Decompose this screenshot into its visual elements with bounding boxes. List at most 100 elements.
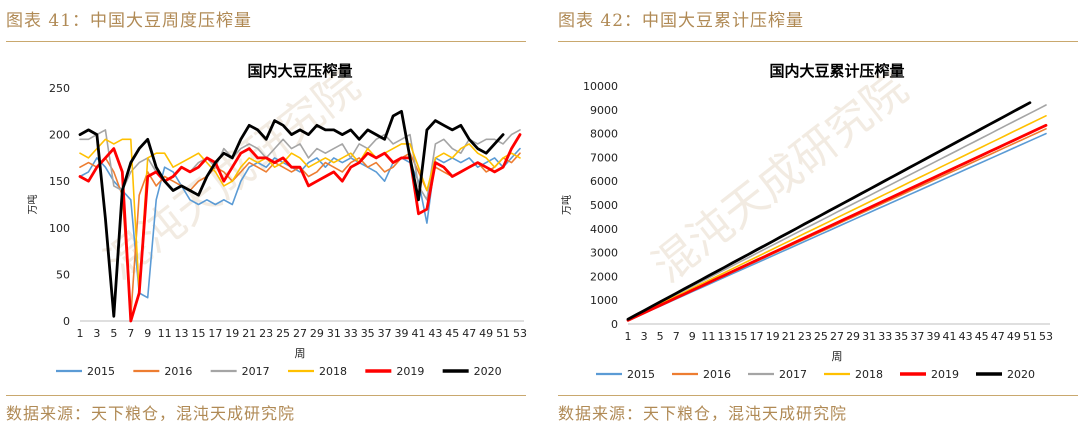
x-tick-label: 45 [445, 327, 459, 340]
y-tick-label: 250 [49, 82, 70, 95]
y-tick-label: 4000 [590, 223, 618, 236]
x-tick-label: 29 [846, 330, 860, 343]
legend-label-2016: 2016 [703, 368, 731, 381]
x-tick-label: 15 [191, 327, 205, 340]
x-tick-label: 35 [894, 330, 908, 343]
x-tick-label: 13 [717, 330, 731, 343]
x-tick-label: 1 [77, 327, 84, 340]
legend-label-2019: 2019 [396, 365, 424, 378]
figure-title-41: 图表 41：中国大豆周度压榨量 [6, 11, 253, 31]
x-tick-label: 23 [259, 327, 273, 340]
x-tick-label: 3 [641, 330, 648, 343]
x-tick-label: 31 [327, 327, 341, 340]
left-panel: 图表 41：中国大豆周度压榨量 混沌天成研究院 国内大豆压榨量 0 50 100 150 2… [0, 0, 528, 432]
x-tick-label: 3 [93, 327, 100, 340]
series-line-2017 [627, 104, 1047, 320]
x-tick-label: 13 [175, 327, 189, 340]
x-tick-label: 53 [1039, 330, 1053, 343]
x-tick-label: 37 [910, 330, 924, 343]
y-tick-label: 2000 [590, 270, 618, 283]
x-axis-label: 周 [832, 350, 843, 363]
legend-label-2018: 2018 [855, 368, 883, 381]
series-line-2020 [626, 101, 1032, 321]
x-tick-label: 37 [378, 327, 392, 340]
source-rule [558, 395, 1078, 396]
x-tick-label: 45 [975, 330, 989, 343]
x-tick-label: 5 [110, 327, 117, 340]
y-tick-label: 200 [49, 129, 70, 142]
legend-label-2017: 2017 [779, 368, 807, 381]
title-rule [6, 41, 526, 42]
x-tick-label: 21 [242, 327, 256, 340]
x-tick-label: 31 [862, 330, 876, 343]
title-rule [558, 41, 1078, 42]
x-tick-label: 1 [625, 330, 632, 343]
source-rule [6, 395, 526, 396]
x-tick-label: 9 [144, 327, 151, 340]
x-tick-label: 41 [411, 327, 425, 340]
x-tick-label: 17 [208, 327, 222, 340]
y-tick-label: 1000 [590, 294, 618, 307]
x-tick-label: 43 [428, 327, 442, 340]
chart-title: 国内大豆累计压榨量 [769, 62, 904, 80]
legend-label-2020: 2020 [1007, 368, 1035, 381]
legend-label-2015: 2015 [87, 365, 115, 378]
x-tick-label: 39 [926, 330, 940, 343]
x-tick-label: 43 [959, 330, 973, 343]
x-tick-label: 53 [513, 327, 527, 340]
y-tick-label: 0 [63, 315, 70, 328]
x-tick-label: 23 [798, 330, 812, 343]
x-tick-label: 21 [782, 330, 796, 343]
x-tick-label: 25 [814, 330, 828, 343]
figure-title-42: 图表 42：中国大豆累计压榨量 [558, 11, 805, 31]
x-tick-label: 33 [344, 327, 358, 340]
series-line-2019 [626, 123, 1048, 322]
x-tick-label: 7 [673, 330, 680, 343]
source-note: 数据来源：天下粮仓，混沌天成研究院 [558, 404, 848, 423]
x-tick-label: 15 [734, 330, 748, 343]
series-line-2019 [78, 133, 522, 323]
x-tick-label: 19 [766, 330, 780, 343]
series-line-2020 [78, 109, 505, 318]
x-tick-label: 51 [1023, 330, 1037, 343]
x-tick-label: 29 [310, 327, 324, 340]
legend-label-2019: 2019 [931, 368, 959, 381]
series-line-2018 [627, 115, 1047, 321]
x-tick-label: 25 [276, 327, 290, 340]
x-axis-label: 周 [295, 347, 306, 360]
legend-label-2016: 2016 [164, 365, 192, 378]
chart-title: 国内大豆压榨量 [247, 62, 352, 80]
legend-label-2020: 2020 [474, 365, 502, 378]
x-tick-label: 49 [1007, 330, 1021, 343]
right-panel: 图表 42：中国大豆累计压榨量 混沌天成研究院 国内大豆累计压榨量 0 1000 200… [552, 0, 1080, 432]
x-tick-label: 11 [158, 327, 172, 340]
legend-label-2018: 2018 [319, 365, 347, 378]
y-tick-label: 8000 [590, 128, 618, 141]
series-line-2015 [79, 147, 521, 299]
y-tick-label: 100 [49, 222, 70, 235]
x-tick-label: 35 [361, 327, 375, 340]
x-tick-label: 11 [701, 330, 715, 343]
y-tick-label: 10000 [583, 80, 618, 93]
y-tick-label: 7000 [590, 151, 618, 164]
x-tick-label: 51 [496, 327, 510, 340]
y-axis-label: 万吨 [560, 195, 573, 215]
y-tick-label: 5000 [590, 199, 618, 212]
x-tick-label: 19 [225, 327, 239, 340]
series-line-2017 [79, 129, 521, 201]
legend-label-2017: 2017 [242, 365, 270, 378]
y-tick-label: 6000 [590, 175, 618, 188]
x-tick-label: 49 [479, 327, 493, 340]
x-tick-label: 27 [830, 330, 844, 343]
x-tick-label: 27 [293, 327, 307, 340]
source-note: 数据来源：天下粮仓，混沌天成研究院 [6, 404, 296, 423]
y-tick-label: 9000 [590, 104, 618, 117]
y-tick-label: 3000 [590, 247, 618, 260]
x-tick-label: 7 [127, 327, 134, 340]
x-tick-label: 5 [657, 330, 664, 343]
x-tick-label: 17 [750, 330, 764, 343]
x-tick-label: 47 [991, 330, 1005, 343]
y-tick-label: 150 [49, 175, 70, 188]
